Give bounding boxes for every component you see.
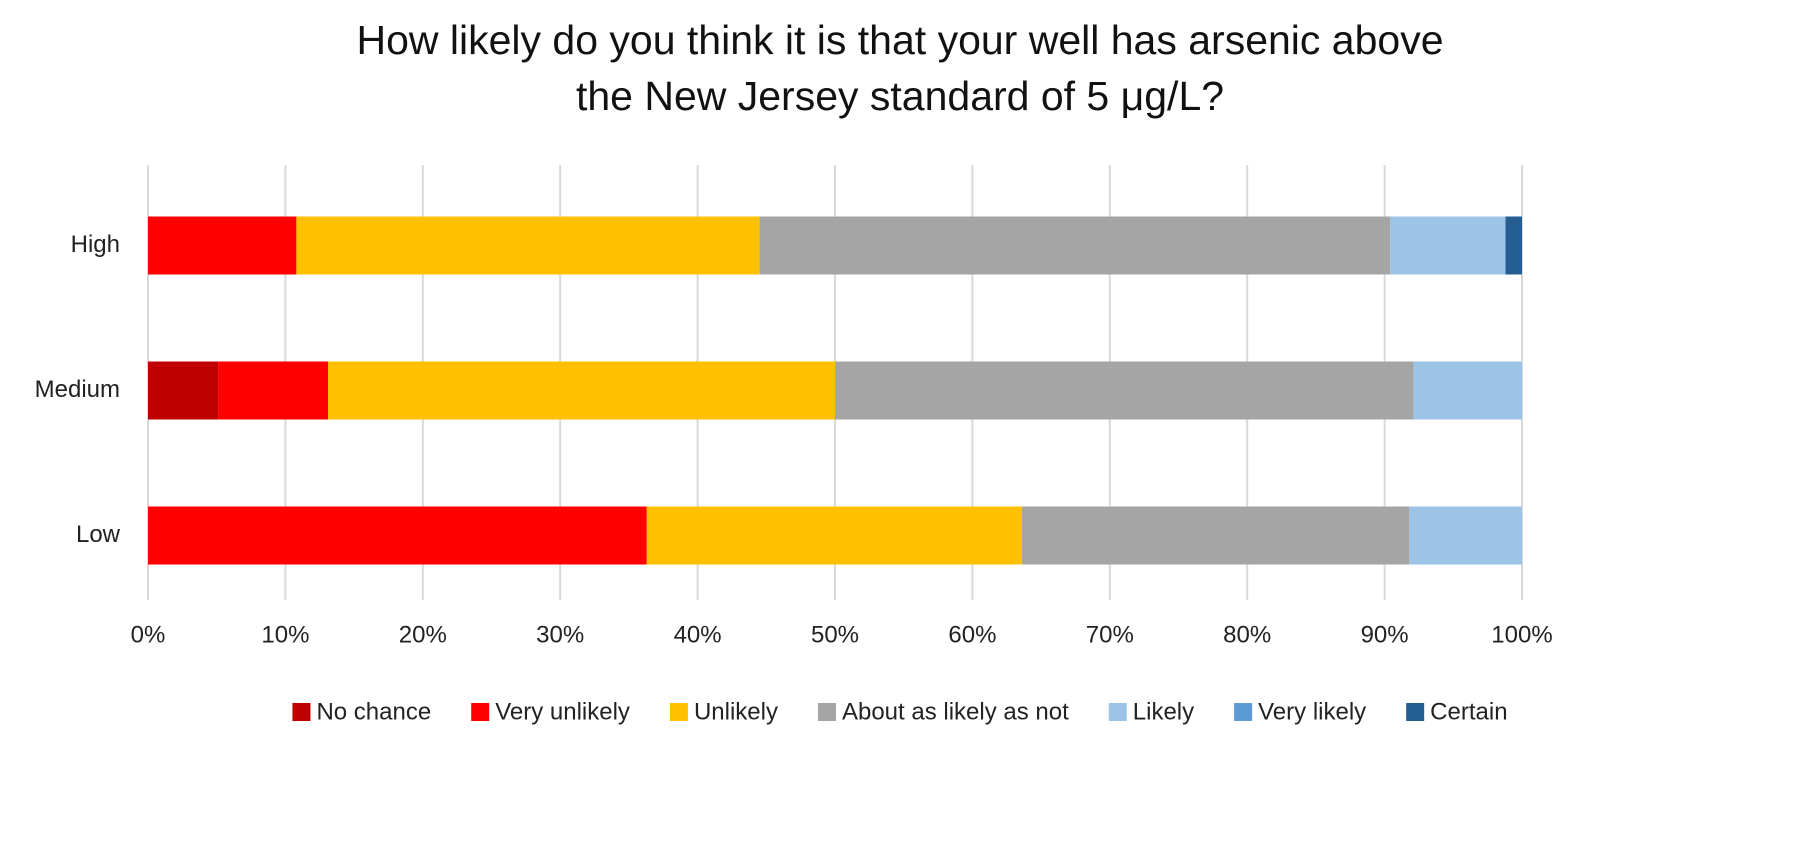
- x-tick-label: 70%: [1086, 621, 1134, 648]
- bar-segment: [327, 361, 835, 420]
- bar-segment: [835, 361, 1414, 420]
- y-tick-label: Medium: [35, 376, 120, 403]
- bar-segment: [296, 216, 760, 275]
- legend-label: Very unlikely: [495, 698, 630, 725]
- x-tick-label: 10%: [261, 621, 309, 648]
- legend-label: Likely: [1133, 698, 1194, 725]
- legend-label: About as likely as not: [842, 698, 1069, 725]
- legend-label: Certain: [1430, 698, 1507, 725]
- x-tick-label: 0%: [131, 621, 166, 648]
- legend-swatch: [292, 703, 311, 721]
- x-tick-label: 20%: [399, 621, 447, 648]
- legend-swatch: [1234, 703, 1253, 721]
- bar-segment: [148, 506, 647, 565]
- bar-segment: [1413, 361, 1522, 420]
- bar-segment: [1505, 216, 1522, 275]
- bar-segment: [759, 216, 1391, 275]
- bar-segment: [1409, 506, 1522, 565]
- legend-swatch: [817, 703, 836, 721]
- y-tick-label: Low: [76, 521, 121, 548]
- legend-swatch: [1108, 703, 1127, 721]
- bar-segment: [148, 216, 297, 275]
- bar-segment: [148, 361, 219, 420]
- legend-swatch: [1406, 703, 1425, 721]
- chart-title: How likely do you think it is that your …: [356, 17, 1444, 119]
- x-tick-label: 30%: [536, 621, 584, 648]
- legend-label: Unlikely: [694, 698, 778, 725]
- bar-segment: [646, 506, 1022, 565]
- legend-swatch: [471, 703, 490, 721]
- x-tick-label: 80%: [1223, 621, 1271, 648]
- x-tick-label: 100%: [1491, 621, 1552, 648]
- x-tick-label: 60%: [948, 621, 996, 648]
- bar-segment: [218, 361, 328, 420]
- x-tick-label: 40%: [674, 621, 722, 648]
- x-tick-label: 90%: [1361, 621, 1409, 648]
- bar-segment: [1390, 216, 1506, 275]
- legend-label: No chance: [316, 698, 431, 725]
- x-tick-label: 50%: [811, 621, 859, 648]
- legend-swatch: [669, 703, 688, 721]
- bar-segment: [1021, 506, 1410, 565]
- legend-label: Very likely: [1258, 698, 1366, 725]
- y-tick-label: High: [71, 231, 120, 258]
